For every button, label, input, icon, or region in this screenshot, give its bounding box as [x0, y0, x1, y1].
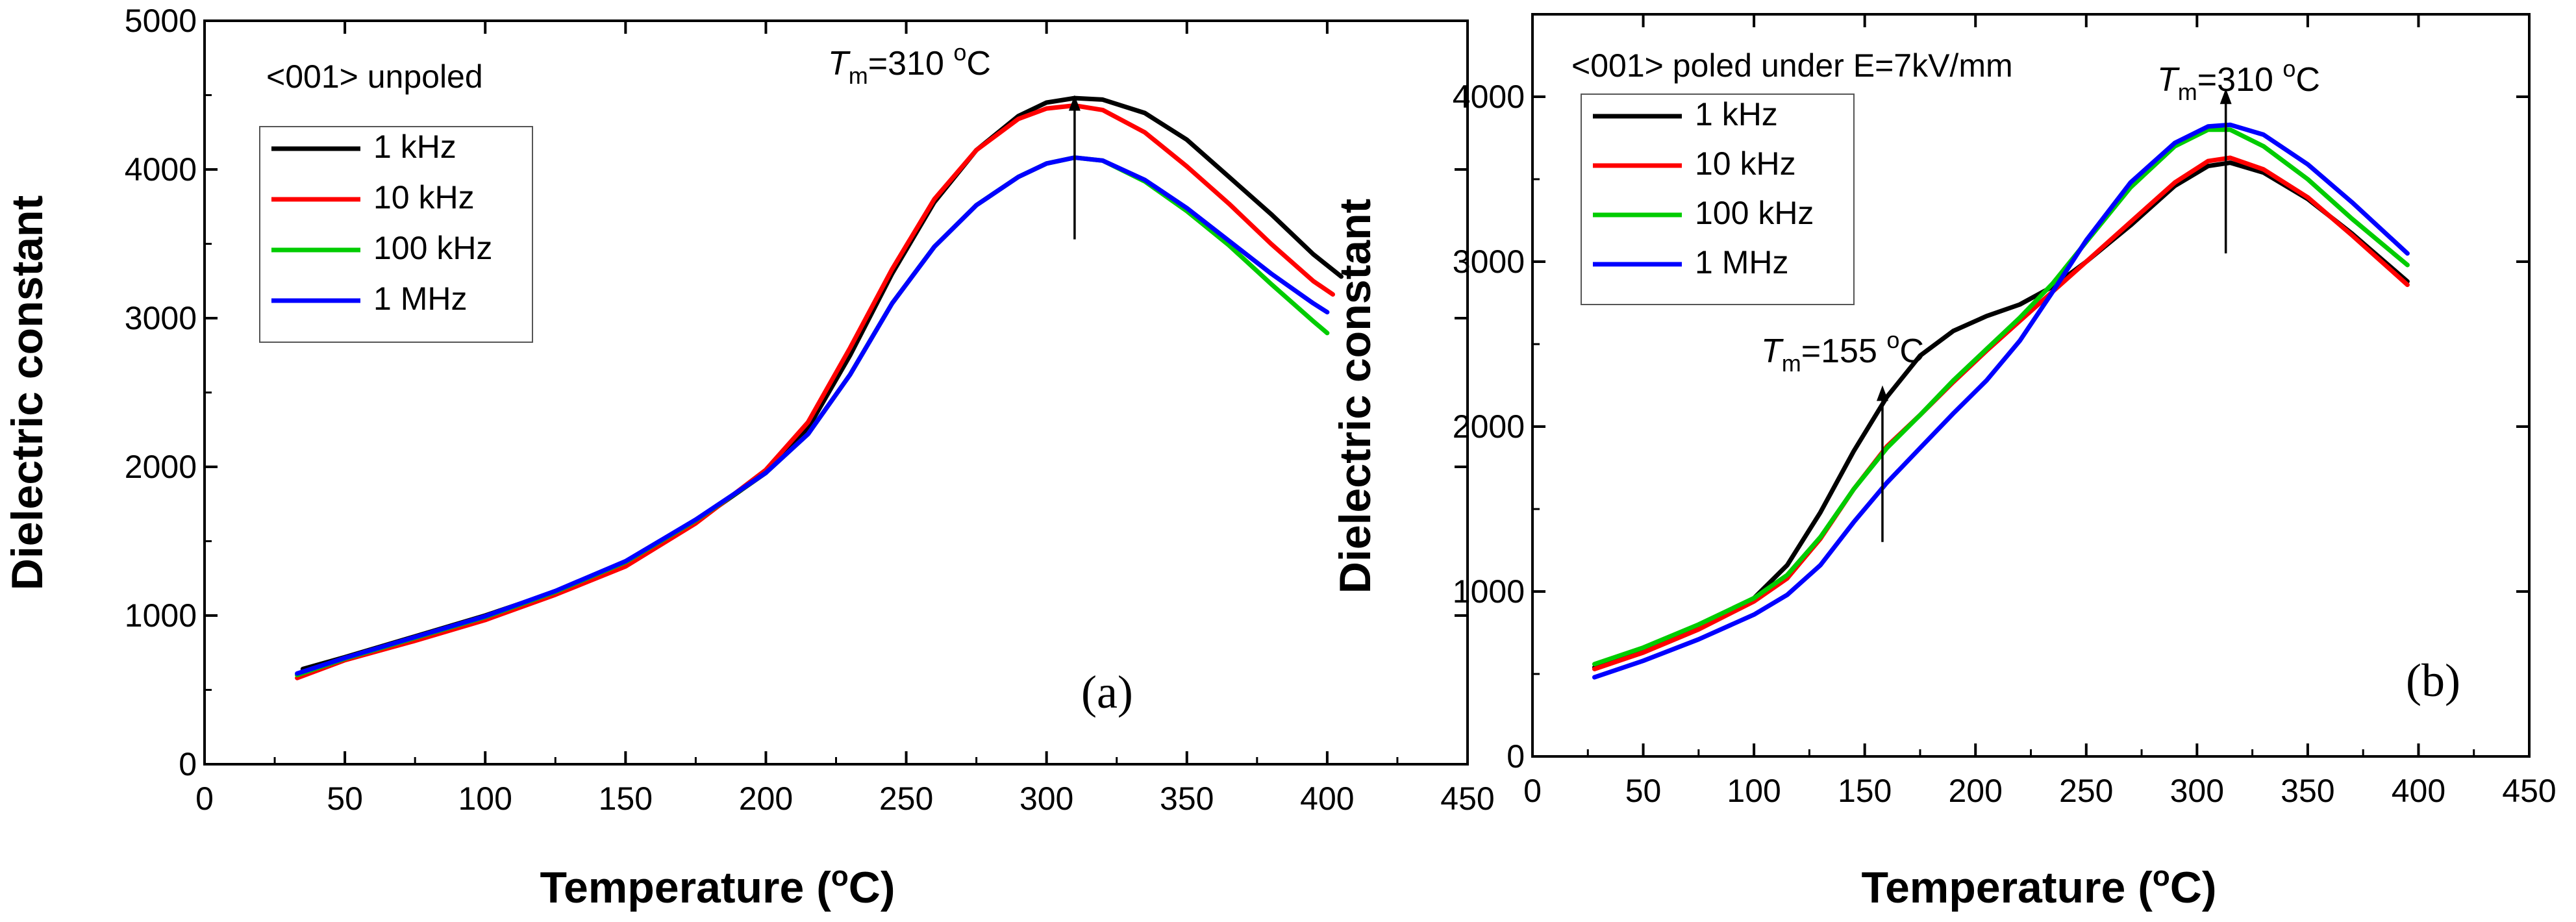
series-line-1-mhz	[1592, 122, 2410, 680]
y-tick-label: 2000	[1453, 408, 1525, 445]
x-tick-label: 150	[1838, 773, 1892, 809]
x-tick-label: 0	[195, 780, 214, 817]
x-tick-label: 300	[1019, 780, 1073, 817]
tm-label: Tm=155 oC	[1761, 327, 1924, 377]
x-tick-label: 50	[1625, 773, 1662, 809]
y-tick-label: 3000	[1453, 243, 1525, 280]
legend-label: 1 kHz	[1695, 96, 1778, 132]
y-tick-label: 3000	[125, 300, 197, 336]
legend-label: 100 kHz	[373, 230, 492, 266]
legend-label: 10 kHz	[373, 179, 475, 216]
y-tick-label: 1000	[1453, 573, 1525, 610]
chart-note: <001> poled under E=7kV/mm	[1571, 47, 2013, 84]
x-tick-label: 100	[458, 780, 512, 817]
tm-arrow-head	[2220, 88, 2232, 105]
series-line-10-khz	[295, 103, 1335, 680]
x-tick-label: 0	[1523, 773, 1542, 809]
y-axis-title: Dielectric constant	[3, 195, 52, 590]
legend-label: 1 kHz	[373, 129, 456, 165]
legend-label: 10 kHz	[1695, 145, 1796, 182]
tm-label: Tm=310 oC	[2157, 55, 2320, 105]
panel-label: (a)	[1081, 666, 1133, 718]
legend-label: 100 kHz	[1695, 195, 1814, 231]
x-tick-label: 150	[599, 780, 653, 817]
x-tick-label: 300	[2170, 773, 2224, 809]
x-tick-label: 100	[1727, 773, 1781, 809]
x-tick-label: 200	[1949, 773, 2003, 809]
x-axis-title: Temperature (oC)	[540, 860, 895, 912]
x-tick-label: 350	[2281, 773, 2334, 809]
x-tick-label: 450	[2502, 773, 2556, 809]
x-tick-label: 250	[879, 780, 933, 817]
tm-arrow-head	[1068, 95, 1081, 111]
tm-arrow-head	[1876, 385, 1888, 401]
x-tick-label: 350	[1160, 780, 1214, 817]
chart-b: 0 50 100 150 200 250 300 350 400 450 0 1000 2000 3000…	[1331, 13, 2557, 912]
y-tick-label: 1000	[125, 597, 197, 634]
chart-a: 0 50 100 150 200 250 300 350 400 450 0 1000 2000 3000…	[3, 3, 1495, 912]
legend-label: 1 MHz	[1695, 244, 1788, 280]
x-tick-label: 400	[2392, 773, 2445, 809]
series-line-1-mhz	[295, 155, 1330, 676]
y-tick-label: 2000	[125, 449, 197, 485]
y-tick-label: 0	[1507, 738, 1525, 775]
panel-label: (b)	[2406, 654, 2460, 706]
series-line-100-khz	[1592, 127, 2410, 667]
x-tick-label: 450	[1440, 780, 1494, 817]
y-tick-label: 4000	[1453, 79, 1525, 115]
series-line-1-khz	[1592, 160, 2410, 670]
x-tick-label: 200	[739, 780, 793, 817]
x-tick-label: 250	[2059, 773, 2113, 809]
x-tick-label: 50	[327, 780, 363, 817]
y-tick-label: 0	[179, 746, 197, 782]
y-tick-label: 4000	[125, 151, 197, 188]
legend-label: 1 MHz	[373, 280, 467, 317]
tm-label: Tm=310 oC	[828, 39, 991, 89]
x-axis-title: Temperature (oC)	[1861, 860, 2216, 912]
y-tick-label: 5000	[125, 3, 197, 39]
legend-box	[259, 126, 533, 343]
chart-note: <001> unpoled	[266, 58, 483, 95]
x-tick-label: 400	[1300, 780, 1354, 817]
y-axis-title: Dielectric constant	[1331, 199, 1380, 593]
legend-box	[1581, 93, 1855, 305]
